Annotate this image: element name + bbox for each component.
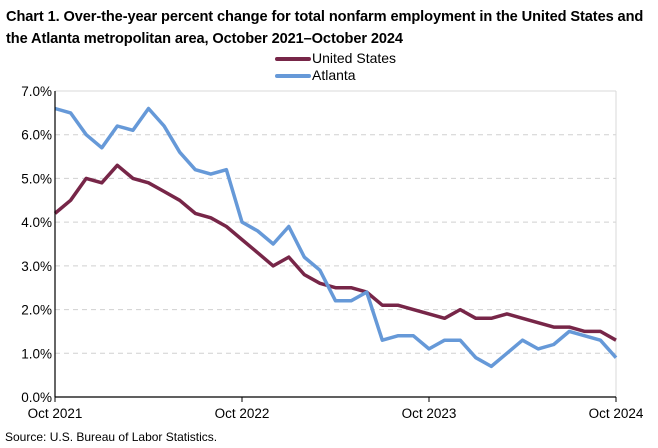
source-note: Source: U.S. Bureau of Labor Statistics. xyxy=(5,430,218,444)
x-tick-label: Oct 2024 xyxy=(589,406,644,421)
chart-title: Chart 1. Over-the-year percent change fo… xyxy=(6,9,644,47)
y-tick-label: 2.0% xyxy=(21,303,52,318)
legend: United States Atlanta xyxy=(275,50,396,84)
x-tick-label: Oct 2022 xyxy=(215,406,270,421)
y-tick-label: 1.0% xyxy=(21,346,52,361)
y-tick-label: 5.0% xyxy=(21,171,52,186)
series-line-atlanta xyxy=(54,106,618,369)
y-tick-label: 4.0% xyxy=(21,215,52,230)
legend-label-atlanta: Atlanta xyxy=(312,67,356,83)
legend-item-atlanta: Atlanta xyxy=(275,67,396,84)
y-tick-label: 6.0% xyxy=(21,128,52,143)
legend-swatch-united-states xyxy=(275,56,311,61)
y-tick-label: 3.0% xyxy=(21,259,52,274)
y-tick-label: 0.0% xyxy=(21,390,52,405)
y-tick-label: 7.0% xyxy=(21,84,52,99)
legend-swatch-atlanta xyxy=(275,73,311,78)
legend-label-united-states: United States xyxy=(312,50,397,66)
series-line-united-states xyxy=(53,163,617,342)
x-tick-label: Oct 2021 xyxy=(28,406,83,421)
x-tick-label: Oct 2023 xyxy=(402,406,457,421)
legend-item-united-states: United States xyxy=(275,50,396,67)
